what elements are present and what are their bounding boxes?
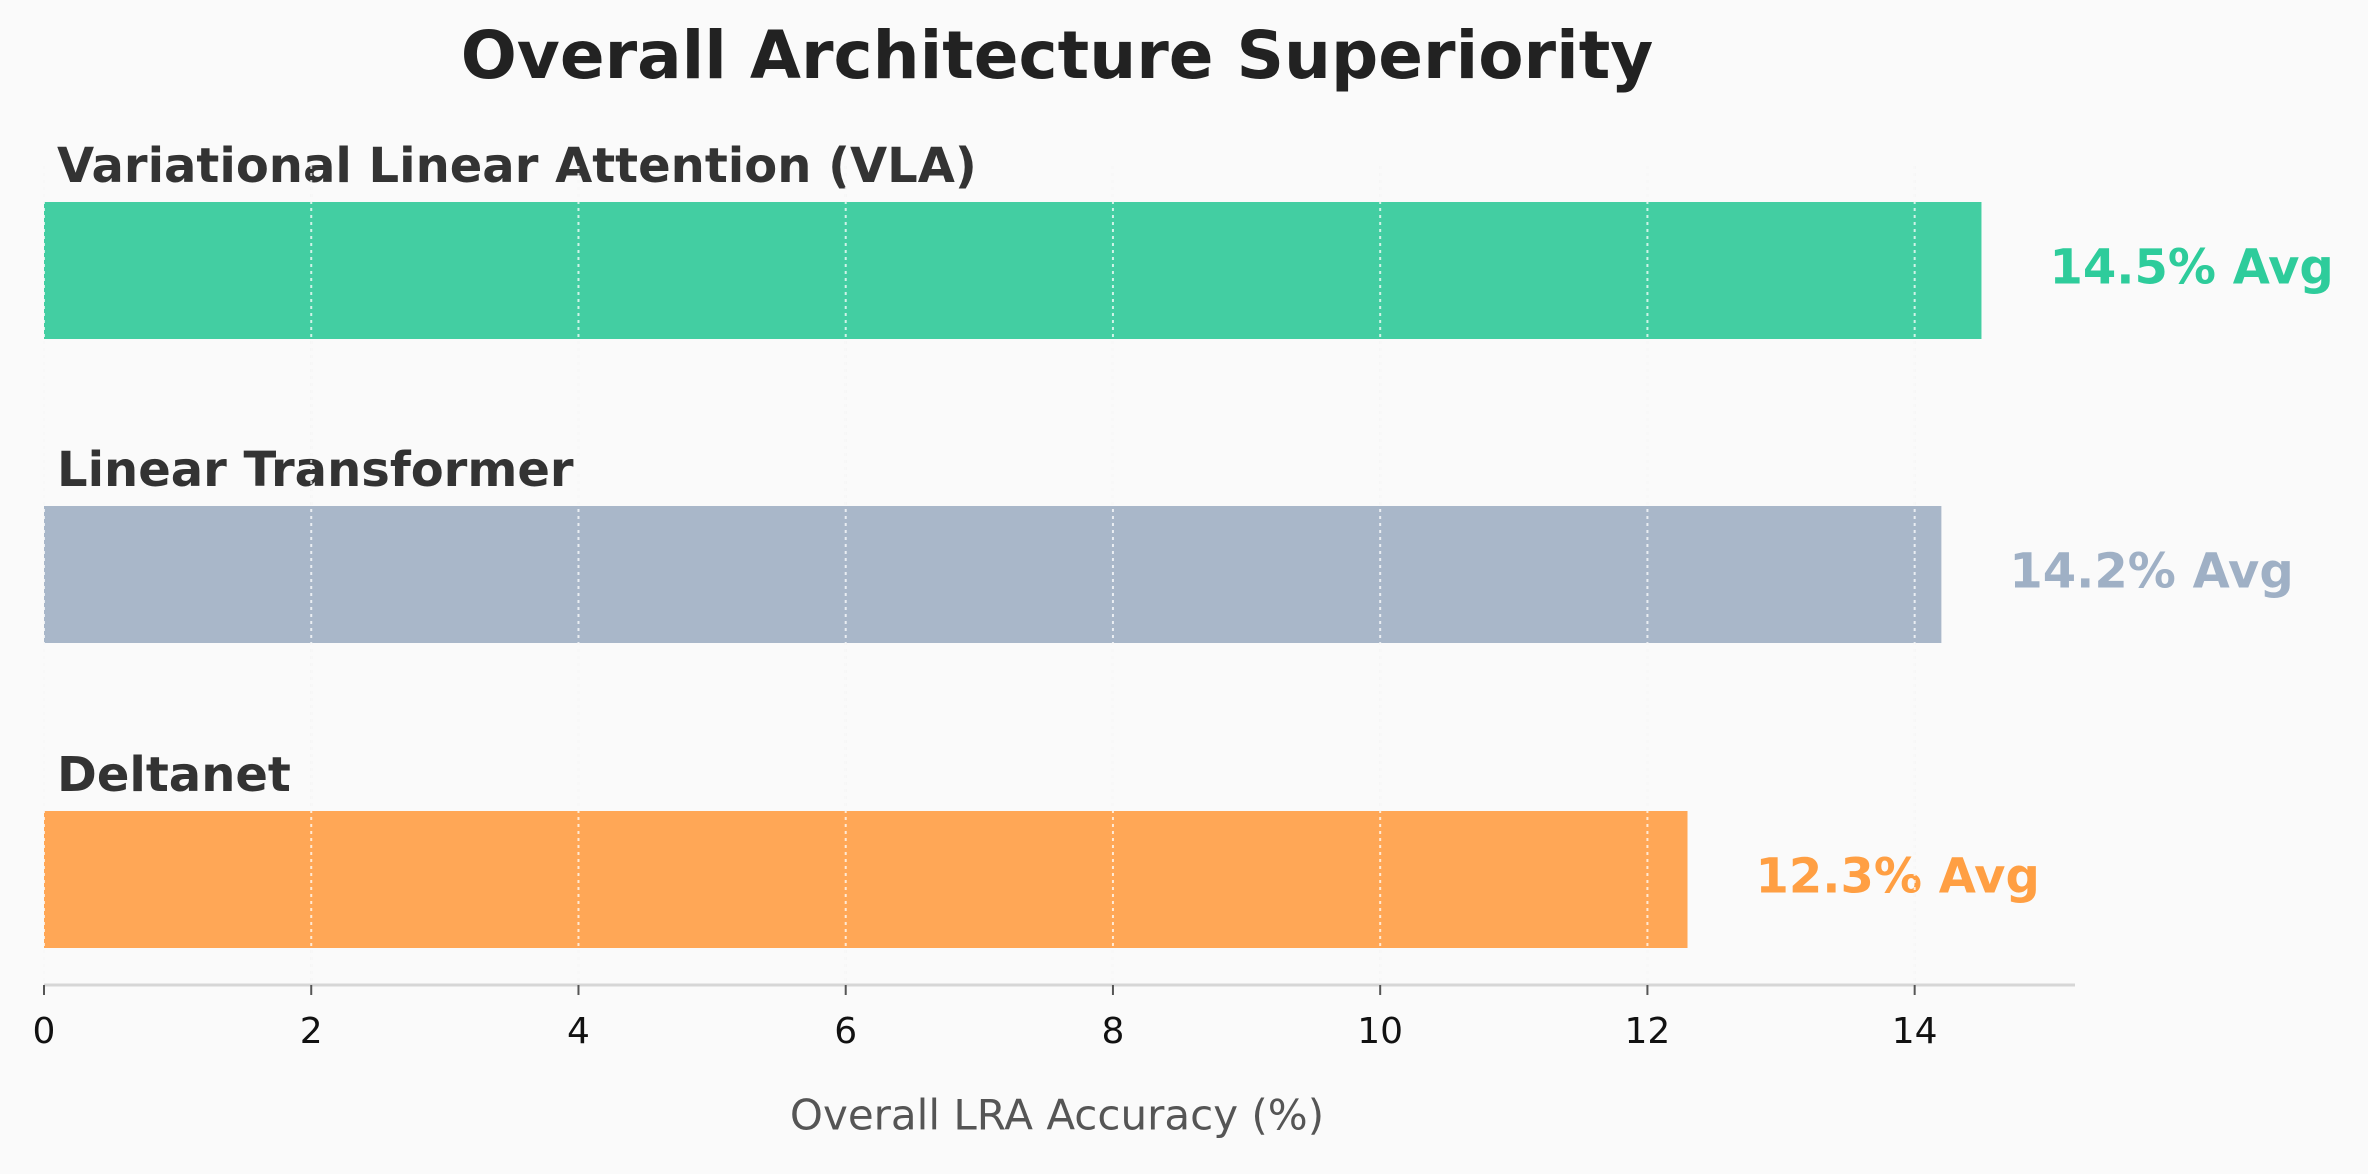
bar bbox=[44, 811, 1688, 948]
x-tick-label: 6 bbox=[834, 1011, 857, 1052]
x-tick-label: 8 bbox=[1101, 1011, 1124, 1052]
x-tick-label: 12 bbox=[1625, 1011, 1671, 1052]
category-label: Linear Transformer bbox=[57, 442, 574, 498]
x-tick-label: 2 bbox=[300, 1011, 323, 1052]
bar bbox=[44, 202, 1982, 339]
chart-title: Overall Architecture Superiority bbox=[461, 17, 1654, 94]
x-axis-label: Overall LRA Accuracy (%) bbox=[790, 1091, 1324, 1140]
value-label: 12.3% Avg bbox=[1756, 849, 2040, 905]
x-tick-label: 0 bbox=[33, 1011, 56, 1052]
category-label: Variational Linear Attention (VLA) bbox=[57, 138, 977, 194]
value-label: 14.2% Avg bbox=[2009, 544, 2293, 600]
value-label: 14.5% Avg bbox=[2049, 240, 2333, 296]
x-tick-label: 4 bbox=[567, 1011, 590, 1052]
x-tick-label: 14 bbox=[1892, 1011, 1938, 1052]
category-label: Deltanet bbox=[57, 747, 291, 803]
bar bbox=[44, 506, 1942, 643]
x-tick-label: 10 bbox=[1357, 1011, 1403, 1052]
